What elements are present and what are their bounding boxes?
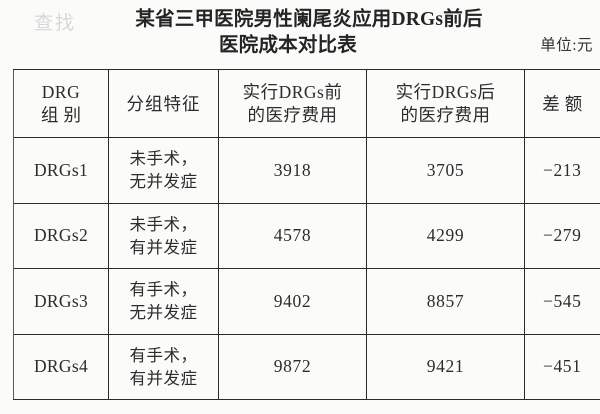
cell-group-feature: 未手术， 有并发症 [108, 202, 219, 269]
cell-cost-before: 4578 [218, 202, 367, 269]
cell-group-feature-line1: 有手术， [129, 345, 198, 365]
column-header-cost-before: 实行DRGs前 的医疗费用 [218, 69, 367, 138]
page-title-line-2-row: 医院成本对比表 单位:元 [0, 32, 600, 59]
cell-cost-after: 4299 [366, 202, 525, 269]
cell-cost-after: 9421 [366, 333, 525, 400]
cell-group-feature-line1: 未手术， [129, 149, 198, 169]
table-header-row: DRG 组别 分组特征 实行DRGs前 的医疗费用 实行DRGs后 的医疗费用 … [13, 69, 600, 138]
page-title-line-1: 某省三甲医院男性阑尾炎应用DRGs前后 [135, 9, 483, 30]
cell-cost-before: 3918 [218, 137, 367, 203]
cell-difference: −213 [524, 137, 600, 203]
column-header-cost-before-line1: 实行DRGs前 [242, 81, 343, 102]
table-body: DRGs1 未手术， 无并发症 3918 3705 −213 DRGs2 未手术… [13, 137, 600, 400]
column-header-group-feature: 分组特征 [108, 69, 219, 138]
cell-cost-before: 9402 [218, 268, 367, 334]
cell-group-feature-line1: 未手术， [129, 214, 198, 234]
column-header-cost-before-line2: 的医疗费用 [247, 104, 338, 125]
unit-label: 单位:元 [540, 37, 593, 54]
column-header-cost-after-line2: 的医疗费用 [400, 104, 491, 125]
cell-drg-group: DRGs1 [13, 137, 109, 203]
cell-group-feature-line2: 无并发症 [129, 303, 198, 323]
column-header-drg-group-line2: 组别 [41, 104, 86, 125]
cell-group-feature-line1: 有手术， [129, 280, 198, 300]
column-header-difference-line1: 差额 [542, 93, 588, 114]
cell-difference: −545 [524, 268, 600, 334]
column-header-cost-after-line1: 实行DRGs后 [395, 81, 496, 102]
cell-drg-group: DRGs2 [13, 202, 109, 269]
column-header-drg-group: DRG 组别 [13, 69, 109, 138]
column-header-difference: 差额 [524, 69, 600, 138]
cell-group-feature: 有手术， 无并发症 [108, 268, 219, 334]
cell-cost-after: 8857 [366, 268, 525, 334]
cell-group-feature-line2: 有并发症 [129, 237, 198, 257]
cell-difference: −279 [524, 202, 600, 269]
column-header-drg-group-line1: DRG [41, 81, 81, 102]
table-row: DRGs3 有手术， 无并发症 9402 8857 −545 [13, 268, 600, 334]
cell-group-feature-line2: 有并发症 [129, 368, 198, 388]
cell-group-feature: 未手术， 无并发症 [108, 137, 219, 203]
column-header-cost-after: 实行DRGs后 的医疗费用 [366, 69, 525, 138]
table-row: DRGs1 未手术， 无并发症 3918 3705 −213 [13, 137, 600, 203]
cost-comparison-table-container: DRG 组别 分组特征 实行DRGs前 的医疗费用 实行DRGs后 的医疗费用 … [13, 69, 600, 400]
page-title-line-2: 医院成本对比表 [219, 35, 357, 56]
table-row: DRGs2 未手术， 有并发症 4578 4299 −279 [13, 202, 600, 269]
cell-drg-group: DRGs4 [13, 333, 109, 400]
cell-cost-after: 3705 [366, 137, 525, 203]
cell-difference: −451 [524, 333, 600, 400]
column-header-group-feature-line1: 分组特征 [126, 93, 201, 114]
cell-drg-group: DRGs3 [13, 268, 109, 334]
table-header: DRG 组别 分组特征 实行DRGs前 的医疗费用 实行DRGs后 的医疗费用 … [13, 69, 600, 138]
table-row: DRGs4 有手术， 有并发症 9872 9421 −451 [13, 333, 600, 400]
cell-group-feature: 有手术， 有并发症 [108, 333, 219, 400]
document-title-block: 某省三甲医院男性阑尾炎应用DRGs前后 医院成本对比表 单位:元 [0, 0, 600, 59]
cell-cost-before: 9872 [218, 333, 367, 400]
cell-group-feature-line2: 无并发症 [129, 172, 198, 192]
cost-comparison-table: DRG 组别 分组特征 实行DRGs前 的医疗费用 实行DRGs后 的医疗费用 … [13, 69, 600, 400]
